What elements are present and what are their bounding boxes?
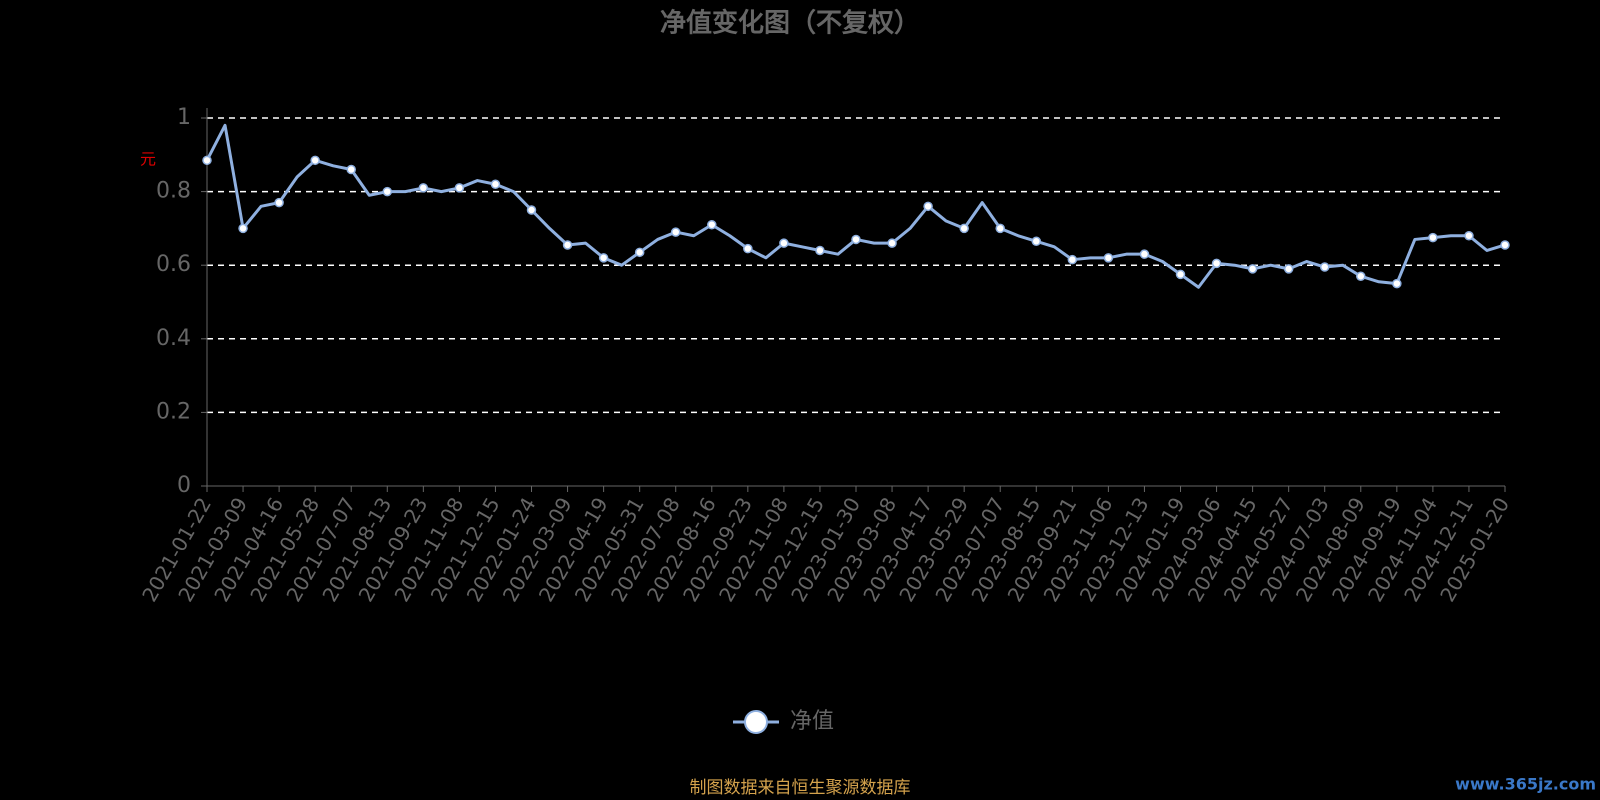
point-marker [310, 155, 320, 166]
point-marker [1247, 264, 1258, 274]
y-axis-label: 元 [140, 150, 156, 169]
point-marker [526, 205, 537, 215]
point-marker [562, 240, 573, 250]
y-tick-label: 1 [177, 105, 191, 130]
point-marker [670, 227, 681, 237]
y-tick-label: 0.8 [156, 179, 191, 204]
y-tick-label: 0.6 [156, 252, 191, 277]
point-marker [1392, 278, 1402, 289]
point-marker [1428, 232, 1438, 243]
point-marker [959, 223, 969, 234]
point-marker [1319, 262, 1330, 272]
watermark: www.365jz.com [1455, 775, 1596, 794]
point-marker [418, 183, 429, 193]
point-marker [1031, 236, 1042, 247]
point-marker [707, 219, 717, 230]
point-marker [1103, 253, 1114, 263]
point-marker [1356, 271, 1366, 281]
point-marker [995, 223, 1005, 234]
y-tick-label: 0 [177, 473, 191, 498]
legend-label: 净值 [790, 709, 834, 734]
point-marker [923, 201, 933, 212]
point-marker [815, 245, 825, 256]
point-marker [1211, 258, 1222, 269]
chart-title: 净值变化图（不复权） [660, 8, 920, 39]
point-marker [346, 164, 356, 175]
point-marker [382, 186, 393, 197]
legend-marker [744, 710, 768, 734]
point-marker [454, 183, 465, 193]
point-marker [887, 238, 897, 248]
point-marker [274, 197, 284, 208]
point-marker [598, 253, 609, 263]
point-marker [1067, 254, 1078, 265]
point-marker [1283, 264, 1294, 274]
footer: 制图数据来自恒生聚源数据库 [690, 778, 911, 798]
point-marker [1500, 240, 1510, 250]
point-marker [238, 223, 248, 234]
point-marker [490, 179, 501, 189]
point-marker [743, 243, 753, 254]
point-marker [1175, 269, 1186, 280]
point-marker [1139, 249, 1150, 259]
point-marker [1464, 231, 1474, 241]
y-tick-label: 0.2 [156, 399, 191, 424]
point-marker [851, 234, 861, 245]
y-tick-label: 0.4 [156, 326, 191, 351]
point-marker [202, 155, 212, 166]
point-marker [634, 247, 645, 258]
point-marker [779, 238, 789, 248]
